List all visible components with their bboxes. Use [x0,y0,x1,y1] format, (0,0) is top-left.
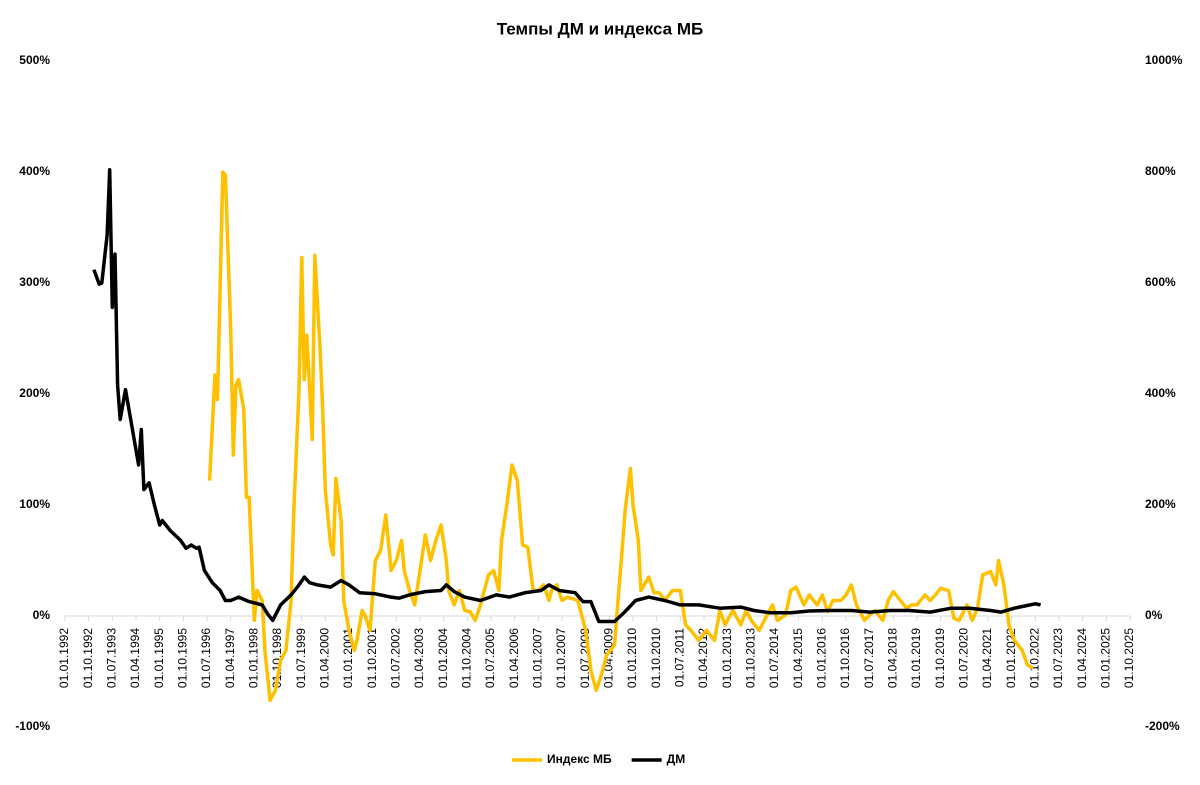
x-tick-label: 01.01.1998 [247,628,261,688]
y2-tick-label: -200% [1145,719,1180,733]
y-tick-label: 200% [19,386,50,400]
x-tick-label: 01.10.2004 [460,628,474,688]
x-tick-label: 01.10.1992 [81,628,95,688]
x-tick-label: 01.01.1992 [57,628,71,688]
x-tick-label: 01.01.2013 [720,628,734,688]
y-tick-label: 0% [33,608,51,622]
x-tick-label: 01.07.1996 [199,628,213,688]
x-tick-label: 01.01.2025 [1099,628,1113,688]
x-tick-label: 01.01.2001 [341,628,355,688]
x-tick-label: 01.04.1997 [223,628,237,688]
y2-tick-label: 800% [1145,164,1176,178]
x-tick-label: 01.07.2017 [862,628,876,688]
x-tick-label: 01.04.2024 [1075,628,1089,688]
x-tick-label: 01.01.2022 [1004,628,1018,688]
y-tick-label: 500% [19,53,50,67]
x-tick-label: 01.07.1999 [294,628,308,688]
x-tick-label: 01.10.2013 [744,628,758,688]
x-tick-label: 01.04.2006 [507,628,521,688]
x-tick-label: 01.04.2000 [318,628,332,688]
x-tick-label: 01.10.2001 [365,628,379,688]
x-tick-label: 01.01.2007 [531,628,545,688]
x-tick-label: 01.04.2018 [886,628,900,688]
y-tick-label: 300% [19,275,50,289]
x-tick-label: 01.01.2010 [625,628,639,688]
x-tick-label: 01.10.2019 [933,628,947,688]
chart-title: Темпы ДМ и индекса МБ [497,19,704,38]
legend-label: Индекс МБ [547,752,612,766]
x-tick-label: 01.07.1993 [105,628,119,688]
x-tick-label: 01.10.2022 [1028,628,1042,688]
y2-tick-label: 0% [1145,608,1163,622]
x-tick-label: 01.04.1994 [128,628,142,688]
legend-label: ДМ [667,752,686,766]
x-tick-label: 01.04.2012 [696,628,710,688]
y-tick-label: 100% [19,497,50,511]
series-line [92,168,1041,624]
x-tick-label: 01.01.2004 [436,628,450,688]
x-tick-label: 01.10.1998 [270,628,284,688]
y-tick-label: 400% [19,164,50,178]
x-tick-label: 01.07.2014 [767,628,781,688]
x-tick-label: 01.10.2007 [554,628,568,688]
y2-tick-label: 200% [1145,497,1176,511]
x-tick-label: 01.01.1995 [152,628,166,688]
x-tick-label: 01.04.2009 [602,628,616,688]
x-tick-label: 01.01.2019 [909,628,923,688]
x-tick-label: 01.04.2003 [412,628,426,688]
x-tick-label: 01.10.2010 [649,628,663,688]
x-tick-label: 01.07.2020 [957,628,971,688]
x-tick-label: 01.10.1995 [176,628,190,688]
x-tick-label: 01.10.2025 [1122,628,1136,688]
x-tick-label: 01.04.2015 [791,628,805,688]
x-tick-label: 01.07.2023 [1051,628,1065,688]
x-tick-label: 01.07.2002 [389,628,403,688]
series-line [207,170,1034,703]
y-tick-label: -100% [15,719,50,733]
y2-tick-label: 400% [1145,386,1176,400]
y2-tick-label: 1000% [1145,53,1183,67]
x-tick-label: 01.01.2016 [815,628,829,688]
x-tick-label: 01.04.2021 [980,628,994,688]
x-tick-label: 01.07.2005 [483,628,497,688]
x-tick-label: 01.10.2016 [838,628,852,688]
x-tick-label: 01.07.2011 [673,628,687,687]
y2-tick-label: 600% [1145,275,1176,289]
